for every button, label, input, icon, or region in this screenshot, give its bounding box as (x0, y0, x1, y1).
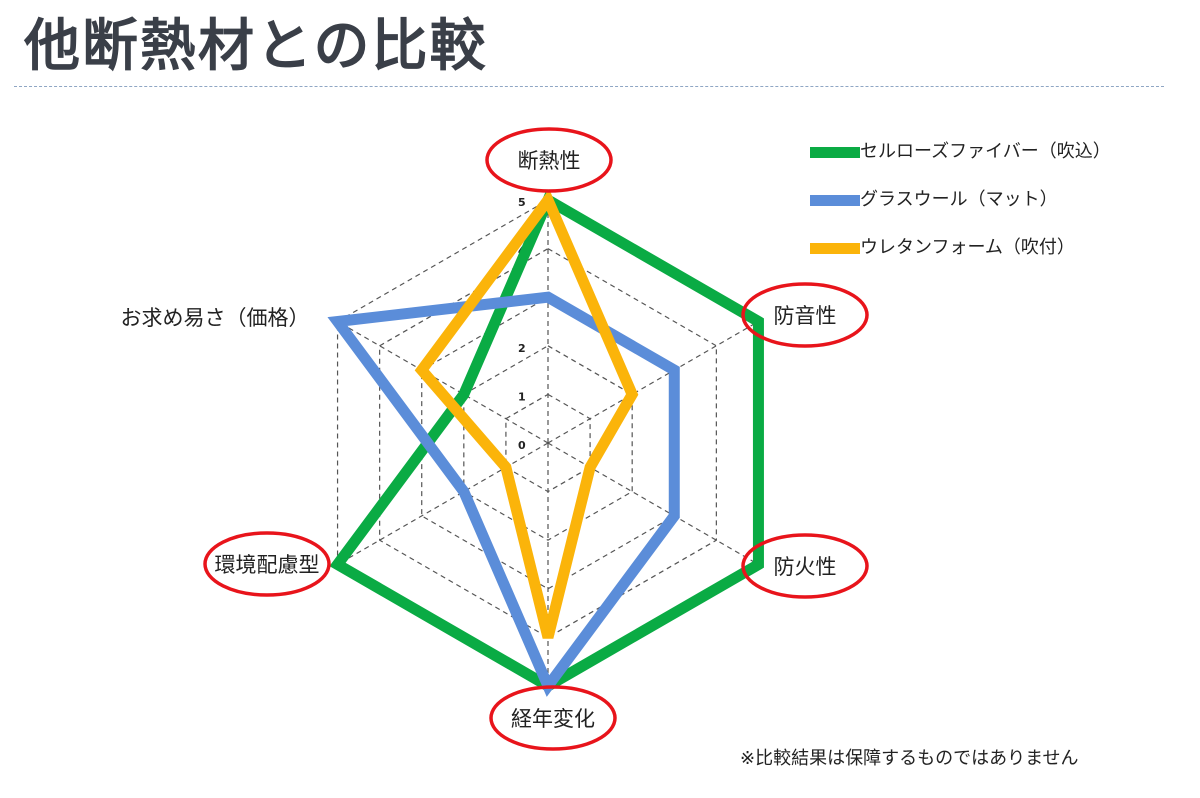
grid-ring (379, 247, 717, 639)
page-title: 他断熱材との比較 (24, 13, 488, 79)
axis-tick-label: 0 (518, 439, 526, 452)
axis-tick-label: 1 (518, 390, 526, 403)
highlight-ring (485, 127, 613, 193)
legend-item: グラスウール（マット） (810, 186, 1190, 234)
grid-spoke (547, 442, 759, 566)
grid-spoke (337, 442, 549, 566)
legend-label: ウレタンフォーム（吹付） (860, 237, 1075, 258)
highlight-ring (489, 685, 617, 751)
legend-item: セルローズファイバー（吹込） (810, 138, 1190, 186)
highlight-ring (741, 282, 869, 348)
category-label: 経年変化 (511, 707, 595, 731)
legend-label: グラスウール（マット） (860, 189, 1058, 210)
chart-legend: セルローズファイバー（吹込） グラスウール（マット） ウレタンフォーム（吹付） (810, 138, 1190, 282)
legend-label: セルローズファイバー（吹込） (860, 141, 1111, 162)
axis-tick-label: 2 (518, 342, 526, 355)
category-label: お求め易さ（価格） (121, 306, 310, 330)
category-label: 環境配慮型 (215, 553, 320, 577)
legend-swatch (810, 147, 860, 158)
disclaimer-footnote: ※比較結果は保障するものではありません (740, 748, 1079, 769)
title-divider (14, 86, 1164, 87)
legend-swatch (810, 243, 860, 254)
legend-swatch (810, 195, 860, 206)
category-label: 防音性 (774, 304, 837, 328)
highlight-ring (203, 531, 331, 597)
legend-item: ウレタンフォーム（吹付） (810, 234, 1190, 282)
axis-tick-label: 5 (518, 196, 526, 209)
series-line (414, 189, 639, 639)
highlight-ring (741, 533, 869, 599)
category-label: 断熱性 (518, 149, 581, 173)
grid-spoke (337, 320, 549, 444)
grid-spoke (547, 320, 759, 444)
category-label: 防火性 (774, 555, 837, 579)
